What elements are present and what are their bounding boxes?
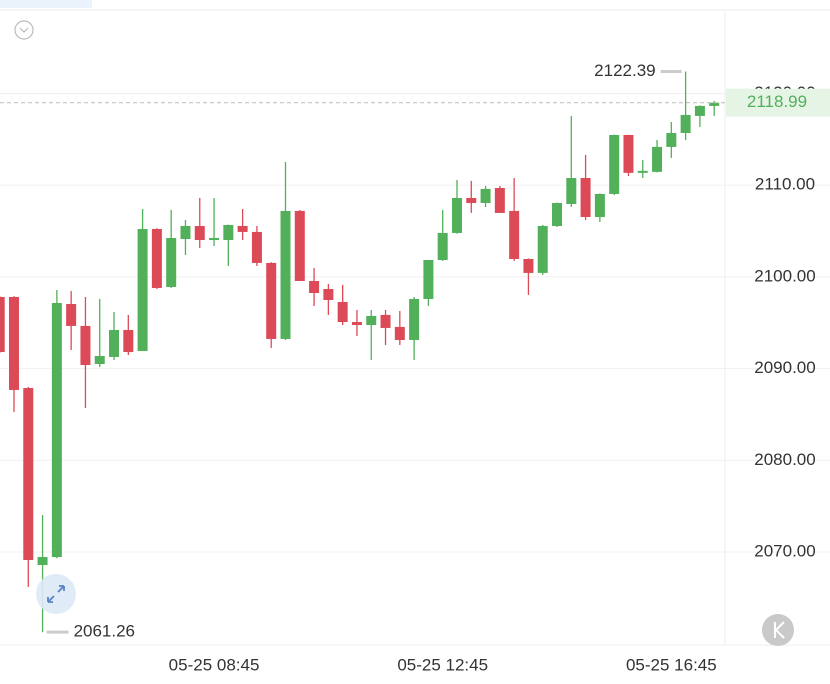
candle-body bbox=[223, 224, 234, 241]
candle-body bbox=[709, 102, 720, 106]
candle-body bbox=[523, 258, 534, 273]
candle-body bbox=[437, 232, 448, 261]
candle-body bbox=[494, 188, 505, 213]
candle-body bbox=[694, 105, 705, 116]
x-tick-label: 05-25 16:45 bbox=[626, 655, 717, 674]
candle-body bbox=[280, 210, 291, 339]
top-tab bbox=[0, 0, 92, 8]
y-tick-label: 2090.00 bbox=[754, 358, 815, 377]
x-tick-label: 05-25 12:45 bbox=[397, 655, 488, 674]
candle-body bbox=[80, 325, 91, 366]
y-tick-label: 2100.00 bbox=[754, 266, 815, 285]
x-tick-label: 05-25 08:45 bbox=[169, 655, 260, 674]
candle-body bbox=[566, 178, 577, 204]
expand-button[interactable] bbox=[36, 574, 76, 614]
overlay: 2118.99 2122.39 2061.26 bbox=[0, 61, 830, 641]
candle-body bbox=[594, 193, 605, 217]
candle-body bbox=[666, 132, 677, 147]
candle-body bbox=[37, 557, 48, 566]
candle-body bbox=[351, 321, 362, 326]
y-tick-label: 2110.00 bbox=[755, 175, 815, 194]
y-tick-label: 2080.00 bbox=[754, 450, 815, 469]
candle-body bbox=[94, 356, 105, 365]
candle-body bbox=[623, 135, 634, 173]
candle-body bbox=[680, 114, 691, 133]
candle-body bbox=[209, 237, 220, 241]
candle-body bbox=[509, 210, 520, 259]
candle-body bbox=[266, 262, 277, 339]
y-tick-label: 2070.00 bbox=[754, 541, 815, 560]
candle-body bbox=[194, 225, 205, 241]
candle-body bbox=[537, 225, 548, 273]
candle-body bbox=[166, 237, 177, 287]
low-label: 2061.26 bbox=[74, 622, 135, 641]
candle-body bbox=[0, 296, 5, 352]
candle-body bbox=[8, 296, 19, 390]
candle-body bbox=[180, 225, 191, 239]
candle-body bbox=[552, 202, 563, 226]
candle-body bbox=[309, 281, 320, 294]
candle-body bbox=[580, 178, 591, 217]
candle-body bbox=[466, 198, 477, 203]
plot bbox=[0, 71, 720, 633]
candle-body bbox=[123, 329, 134, 352]
candle-body bbox=[409, 298, 420, 340]
candle-body bbox=[23, 388, 34, 560]
last-price-box bbox=[726, 88, 830, 117]
candle-body bbox=[380, 314, 391, 328]
candle-body bbox=[66, 304, 77, 326]
candle-body bbox=[109, 329, 120, 357]
collapse-button[interactable] bbox=[14, 20, 34, 40]
candle-body bbox=[237, 225, 248, 232]
last-price-label: 2118.99 bbox=[747, 92, 807, 111]
high-label: 2122.39 bbox=[594, 61, 655, 80]
candle-body bbox=[251, 231, 262, 263]
k-button[interactable] bbox=[762, 614, 794, 646]
candle-body bbox=[394, 326, 405, 340]
candle-body bbox=[51, 303, 62, 558]
candle-body bbox=[137, 229, 148, 351]
candle-body bbox=[323, 288, 334, 300]
candle-body bbox=[294, 210, 305, 282]
candle-body bbox=[480, 188, 491, 203]
candle-body bbox=[451, 198, 462, 233]
candle-body bbox=[151, 229, 162, 288]
candle-body bbox=[423, 260, 434, 299]
candle-body bbox=[366, 315, 377, 326]
candle-body bbox=[609, 135, 620, 194]
candle-body bbox=[337, 302, 348, 322]
candle-body bbox=[652, 146, 663, 172]
candle-body bbox=[637, 170, 648, 173]
